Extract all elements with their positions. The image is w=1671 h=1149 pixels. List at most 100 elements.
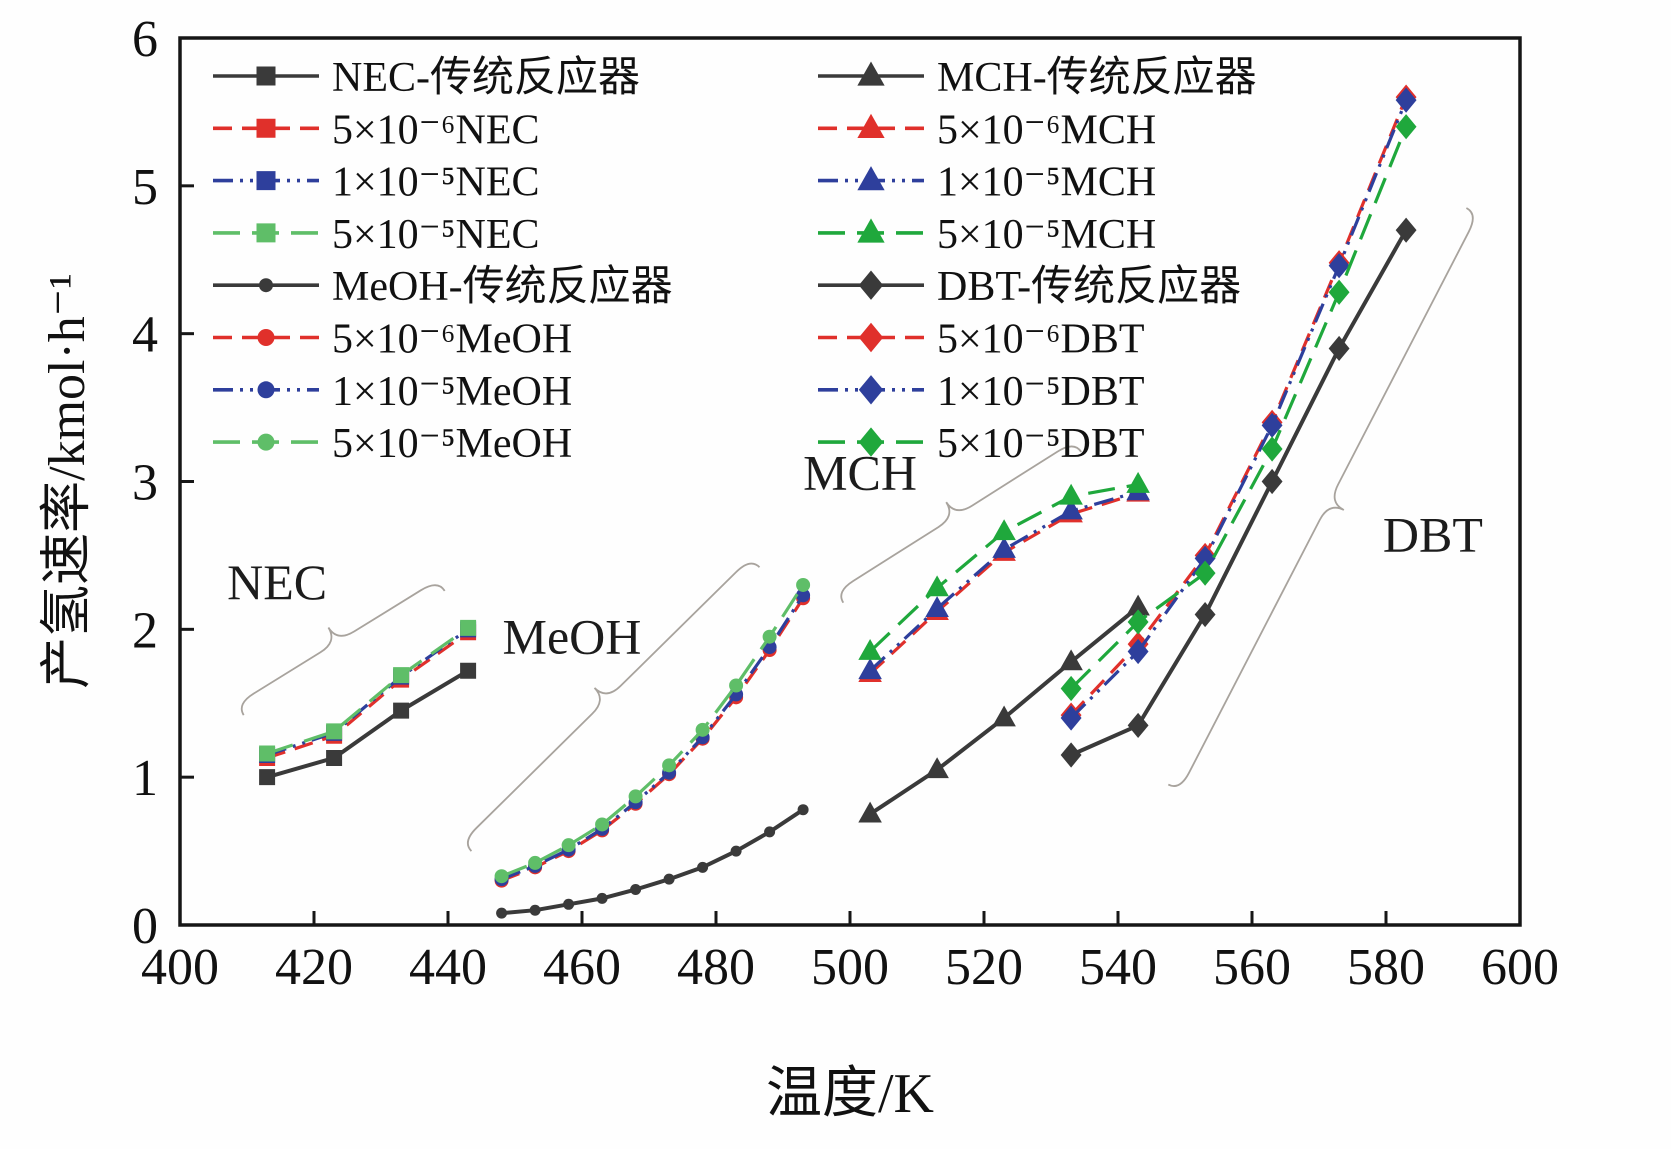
legend-item: 1×10⁻⁵NEC — [213, 160, 540, 206]
marker-triangle-icon — [857, 61, 885, 86]
series-15 — [1060, 114, 1417, 702]
marker-triangle-icon — [857, 113, 885, 138]
legend-item: 5×10⁻⁶NEC — [213, 107, 540, 153]
x-tick-label: 460 — [543, 939, 621, 996]
marker-diamond-icon — [858, 375, 884, 405]
legend-label: 5×10⁻⁶MeOH — [332, 317, 572, 363]
marker-square-icon — [460, 662, 477, 679]
legend-label: DBT-传统反应器 — [937, 263, 1241, 310]
legend-item: 5×10⁻⁵NEC — [213, 212, 540, 258]
series-line — [868, 482, 1139, 653]
brace-annotation — [240, 584, 446, 716]
marker-diamond-icon — [1060, 742, 1082, 768]
brace-annotation — [840, 445, 1082, 604]
marker-triangle-icon — [925, 757, 949, 779]
series-4 — [496, 804, 809, 919]
marker-triangle-icon — [992, 705, 1016, 727]
marker-circle-icon — [697, 861, 709, 873]
series-line — [1069, 126, 1408, 690]
marker-circle-icon — [494, 869, 509, 884]
marker-diamond-icon — [1060, 675, 1082, 702]
legend-label: 5×10⁻⁶NEC — [332, 107, 540, 153]
legend-label: 1×10⁻⁵DBT — [937, 369, 1145, 415]
marker-diamond-icon — [1395, 217, 1417, 243]
y-tick-label: 4 — [132, 307, 158, 364]
x-tick-label: 580 — [1347, 939, 1425, 996]
x-tick-label: 520 — [945, 939, 1023, 996]
marker-triangle-icon — [1126, 471, 1150, 493]
marker-square-icon — [259, 769, 276, 786]
series-0 — [259, 662, 477, 786]
marker-square-icon — [326, 749, 343, 766]
series-line — [1069, 96, 1408, 717]
group-label: MCH — [803, 445, 917, 501]
marker-square-icon — [256, 118, 276, 138]
legend-item: 1×10⁻⁵MCH — [818, 160, 1156, 206]
marker-circle-icon — [528, 855, 543, 870]
marker-triangle-icon — [992, 536, 1016, 558]
marker-circle-icon — [797, 804, 809, 816]
marker-triangle-icon — [858, 638, 882, 660]
series-line — [266, 630, 470, 760]
legend-label: 5×10⁻⁵MeOH — [332, 421, 572, 467]
legend-item: 1×10⁻⁵DBT — [818, 369, 1145, 415]
x-axis-title: 温度/K — [766, 1063, 934, 1125]
legend-label: 5×10⁻⁶MCH — [937, 107, 1156, 153]
marker-triangle-icon — [858, 801, 882, 823]
marker-circle-icon — [595, 817, 610, 832]
series-line — [266, 668, 470, 780]
marker-diamond-icon — [1395, 114, 1417, 140]
legend-label: MCH-传统反应器 — [937, 54, 1257, 101]
marker-diamond-icon — [1328, 253, 1350, 279]
legend-item: 5×10⁻⁵MCH — [818, 212, 1156, 258]
marker-triangle-icon — [857, 166, 885, 191]
legend-item: 1×10⁻⁵MeOH — [213, 369, 572, 415]
legend-item: 5×10⁻⁶MCH — [818, 107, 1156, 153]
marker-diamond-icon — [1328, 279, 1350, 305]
marker-circle-icon — [762, 629, 777, 644]
y-tick-label: 6 — [132, 11, 158, 68]
legend-label: 1×10⁻⁵NEC — [332, 160, 540, 206]
marker-circle-icon — [628, 789, 643, 804]
marker-triangle-icon — [992, 519, 1016, 541]
x-tick-label: 440 — [409, 939, 487, 996]
legend-label: NEC-传统反应器 — [332, 54, 640, 101]
legend-item: 5×10⁻⁶MeOH — [213, 317, 572, 363]
marker-triangle-icon — [857, 218, 885, 243]
marker-diamond-icon — [1261, 436, 1283, 462]
legend-item: 5×10⁻⁶DBT — [818, 317, 1145, 363]
marker-circle-icon — [257, 329, 275, 346]
marker-circle-icon — [596, 892, 608, 904]
series-11 — [858, 471, 1150, 660]
marker-square-icon — [256, 171, 276, 191]
marker-diamond-icon — [1261, 468, 1283, 495]
series-7 — [494, 577, 811, 884]
marker-circle-icon — [796, 577, 811, 592]
marker-square-icon — [256, 66, 276, 86]
marker-diamond-icon — [1261, 412, 1283, 438]
series-3 — [259, 619, 477, 762]
marker-triangle-icon — [1059, 483, 1083, 505]
legend-label: MeOH-传统反应器 — [332, 263, 673, 310]
series-line — [869, 490, 1139, 672]
marker-square-icon — [393, 702, 410, 719]
marker-triangle-icon — [1059, 649, 1083, 671]
series-14 — [1060, 87, 1417, 731]
series-2 — [259, 621, 477, 763]
marker-triangle-icon — [1059, 498, 1083, 520]
marker-triangle-icon — [925, 575, 949, 597]
marker-diamond-icon — [1127, 712, 1149, 739]
marker-square-icon — [393, 667, 410, 684]
marker-square-icon — [460, 619, 477, 636]
marker-diamond-icon — [1395, 87, 1417, 113]
legend-item: MCH-传统反应器 — [818, 54, 1257, 101]
legend-item: MeOH-传统反应器 — [213, 263, 673, 310]
y-tick-label: 0 — [132, 898, 158, 955]
group-label: NEC — [227, 554, 327, 610]
marker-circle-icon — [259, 278, 273, 293]
marker-circle-icon — [695, 722, 710, 737]
series-line — [266, 626, 470, 756]
legend-label: 5×10⁻⁵DBT — [937, 421, 1145, 467]
